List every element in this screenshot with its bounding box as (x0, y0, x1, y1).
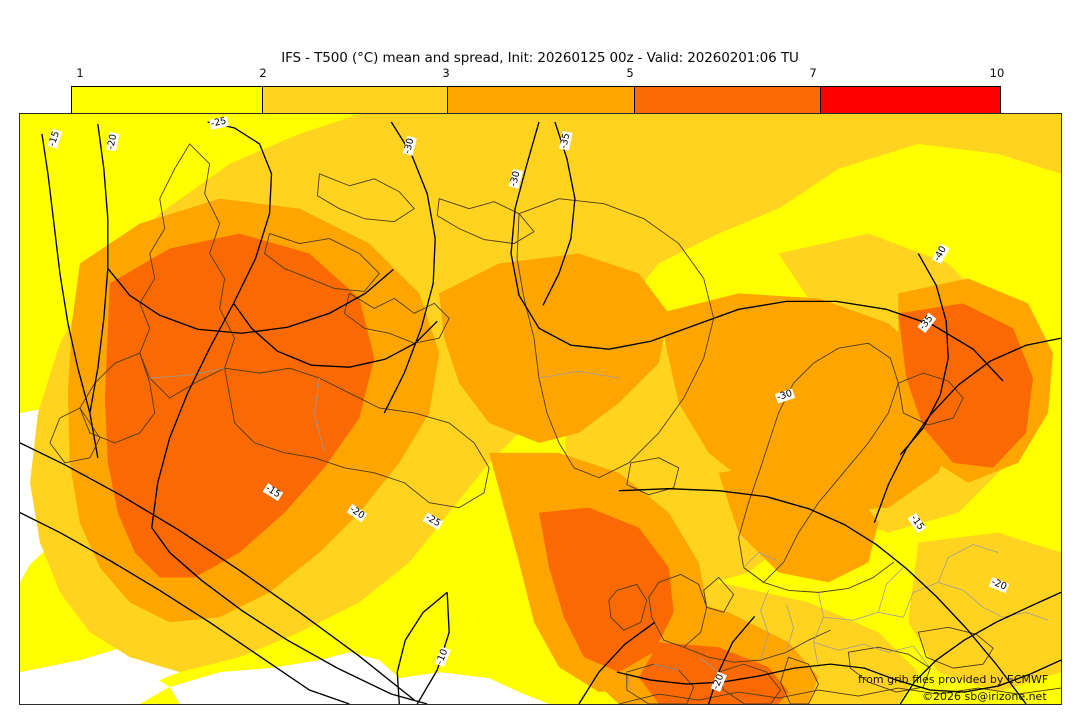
contour-layer (20, 121, 1061, 704)
colorbar-tick-1: 1 (76, 66, 84, 80)
contour--40-ne (899, 253, 949, 456)
colorbar-tick-2: 2 (259, 66, 267, 80)
contour--30-scand (618, 488, 1027, 704)
contour--15-north (41, 133, 99, 458)
spread-fill-layer (20, 114, 1061, 704)
contour--35-ne (873, 337, 1061, 523)
page-title: IFS - T500 (°C) mean and spread, Init: 2… (281, 50, 799, 66)
contour--25-north (151, 121, 273, 528)
credit-owner: ©2026 sb@irizone.net (922, 690, 1047, 703)
contour--30-top (383, 121, 436, 414)
contour--20-deep (107, 268, 394, 334)
weather-map[interactable]: -15 -20 -25 -30 -35 -30 -40 -35 -30 -15 … (19, 113, 1062, 705)
colorbar-band-5-7 (634, 87, 820, 113)
colorbar-tick-5: 5 (626, 66, 634, 80)
contour--15-se (899, 591, 1061, 704)
colorbar-tick-7: 7 (809, 66, 817, 80)
colorbar-band-1-2 (72, 87, 262, 113)
contour--35-greenland (542, 121, 576, 306)
colorbar-tick-10: 10 (989, 66, 1005, 80)
contour--30-mid (510, 121, 1004, 382)
colorbar-tick-3: 3 (442, 66, 450, 80)
country-border-layer (149, 367, 1049, 691)
colorbar-band-3-5 (447, 87, 634, 113)
colorbar-band-2-3 (262, 87, 447, 113)
contour--20-sw (20, 442, 415, 701)
map-canvas (20, 114, 1061, 704)
contour--15-sw (20, 512, 350, 704)
contour--15-bottom-l (578, 621, 656, 704)
colorbar-bands (71, 86, 1001, 114)
contour--25-deep (233, 302, 438, 368)
colorbar: 1 2 3 5 7 10 (71, 66, 1004, 114)
contour--10-sw-tail (396, 591, 448, 704)
colorbar-band-7-10 (820, 87, 1000, 113)
colorbar-tick-labels: 1 2 3 5 7 10 (71, 66, 1004, 84)
contour--25-sw (151, 527, 428, 704)
credit-source: from grib files provided by ECMWF (858, 673, 1049, 686)
contour--20-se (616, 659, 1061, 693)
